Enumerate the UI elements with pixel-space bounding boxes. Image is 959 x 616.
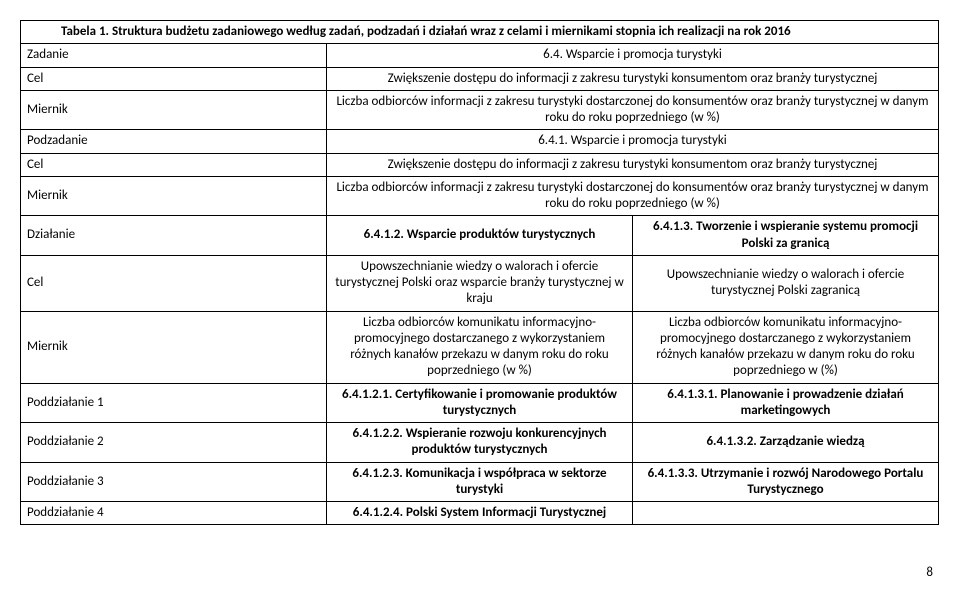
row-label-miernik3: Miernik <box>21 311 327 383</box>
dzialanie-left: 6.4.1.2. Wsparcie produktów turystycznyc… <box>327 216 633 256</box>
budget-structure-table: Tabela 1. Struktura budżetu zadaniowego … <box>20 20 939 525</box>
row-label-dzialanie: Działanie <box>21 216 327 256</box>
row-label-pod3: Poddziałanie 3 <box>21 462 327 502</box>
dzialanie-right: 6.4.1.3. Tworzenie i wspieranie systemu … <box>633 216 939 256</box>
pod1-left: 6.4.1.2.1. Certyfikowanie i promowanie p… <box>327 383 633 423</box>
pod3-left: 6.4.1.2.3. Komunikacja i współpraca w se… <box>327 462 633 502</box>
miernik3-left: Liczba odbiorców komunikatu informacyjno… <box>327 311 633 383</box>
row-label-miernik2: Miernik <box>21 176 327 216</box>
podzadanie-value: 6.4.1. Wsparcie i promocja turystyki <box>327 130 939 153</box>
cel3-right: Upowszechnianie wiedzy o walorach i ofer… <box>633 255 939 311</box>
table-title: Tabela 1. Struktura budżetu zadaniowego … <box>21 21 939 44</box>
row-label-zadanie: Zadanie <box>21 44 327 67</box>
miernik2-value: Liczba odbiorców informacji z zakresu tu… <box>327 176 939 216</box>
pod1-right: 6.4.1.3.1. Planowanie i prowadzenie dzia… <box>633 383 939 423</box>
row-label-cel3: Cel <box>21 255 327 311</box>
pod4-right <box>633 502 939 525</box>
row-label-cel1: Cel <box>21 67 327 90</box>
cel3-left: Upowszechnianie wiedzy o walorach i ofer… <box>327 255 633 311</box>
miernik1-value: Liczba odbiorców informacji z zakresu tu… <box>327 90 939 130</box>
pod2-left: 6.4.1.2.2. Wspieranie rozwoju konkurency… <box>327 423 633 463</box>
row-label-miernik1: Miernik <box>21 90 327 130</box>
pod2-right: 6.4.1.3.2. Zarządzanie wiedzą <box>633 423 939 463</box>
pod4-left: 6.4.1.2.4. Polski System Informacji Tury… <box>327 502 633 525</box>
row-label-pod2: Poddziałanie 2 <box>21 423 327 463</box>
cel2-value: Zwiększenie dostępu do informacji z zakr… <box>327 153 939 176</box>
pod3-right: 6.4.1.3.3. Utrzymanie i rozwój Narodoweg… <box>633 462 939 502</box>
cel1-value: Zwiększenie dostępu do informacji z zakr… <box>327 67 939 90</box>
row-label-cel2: Cel <box>21 153 327 176</box>
miernik3-right: Liczba odbiorców komunikatu informacyjno… <box>633 311 939 383</box>
row-label-podzadanie: Podzadanie <box>21 130 327 153</box>
page-number: 8 <box>20 565 939 580</box>
zadanie-value: 6.4. Wsparcie i promocja turystyki <box>327 44 939 67</box>
row-label-pod1: Poddziałanie 1 <box>21 383 327 423</box>
row-label-pod4: Poddziałanie 4 <box>21 502 327 525</box>
